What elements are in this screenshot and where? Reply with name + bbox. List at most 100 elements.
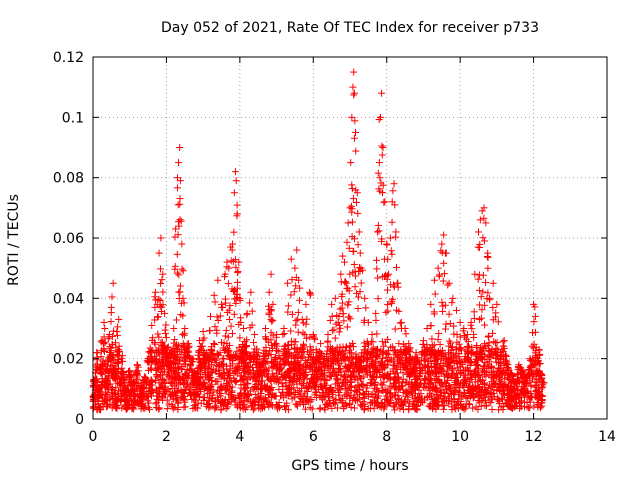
data-point <box>404 393 412 401</box>
data-point <box>151 296 159 304</box>
data-point <box>335 364 343 372</box>
data-point <box>176 282 184 290</box>
data-point <box>388 250 396 258</box>
data-point <box>468 325 476 333</box>
data-point <box>251 331 259 339</box>
data-point <box>484 289 492 297</box>
data-point <box>382 308 390 316</box>
data-point <box>340 258 348 266</box>
data-point <box>303 334 311 342</box>
data-point <box>159 288 167 296</box>
data-point <box>223 263 231 271</box>
data-point <box>284 302 292 310</box>
data-point <box>342 278 350 286</box>
data-point <box>435 271 443 279</box>
data-point <box>230 310 238 318</box>
data-point <box>348 218 356 226</box>
data-point <box>481 321 489 329</box>
data-point <box>484 264 492 272</box>
data-point <box>233 201 241 209</box>
data-point <box>207 360 215 368</box>
data-point <box>448 299 456 307</box>
data-point <box>348 185 356 193</box>
data-point <box>376 174 384 182</box>
data-point <box>162 334 170 342</box>
data-point <box>484 333 492 341</box>
data-point <box>356 288 364 296</box>
data-point <box>317 340 325 348</box>
data-point <box>326 317 334 325</box>
data-point <box>293 246 301 254</box>
data-point <box>445 354 453 362</box>
data-point <box>290 288 298 296</box>
data-point <box>488 406 496 414</box>
data-point <box>115 342 123 350</box>
data-point <box>452 306 460 314</box>
data-point <box>378 386 386 394</box>
data-point <box>481 396 489 404</box>
data-point <box>155 249 163 257</box>
data-point <box>267 270 275 278</box>
data-point <box>291 264 299 272</box>
data-point <box>179 294 187 302</box>
data-point <box>374 274 382 282</box>
data-point <box>354 304 362 312</box>
data-point <box>352 198 360 206</box>
data-point <box>372 309 380 317</box>
data-point <box>382 271 390 279</box>
data-point <box>380 198 388 206</box>
data-point <box>388 218 396 226</box>
data-point <box>267 315 275 323</box>
data-point <box>338 299 346 307</box>
data-point <box>226 315 234 323</box>
data-point <box>493 338 501 346</box>
data-point <box>372 316 380 324</box>
x-tick-label: 8 <box>382 429 391 445</box>
data-point <box>294 328 302 336</box>
data-point <box>384 255 392 263</box>
data-point <box>175 271 183 279</box>
data-point <box>154 313 162 321</box>
data-point <box>348 181 356 189</box>
data-point <box>374 221 382 229</box>
data-point <box>373 265 381 273</box>
data-point <box>350 261 358 269</box>
data-point <box>157 279 165 287</box>
data-point <box>157 234 165 242</box>
data-point <box>395 340 403 348</box>
data-point <box>178 265 186 273</box>
data-point <box>268 317 276 325</box>
data-point <box>431 290 439 298</box>
data-point <box>211 298 219 306</box>
data-point <box>489 279 497 287</box>
data-point <box>118 364 126 372</box>
data-point <box>387 247 395 255</box>
data-point <box>345 313 353 321</box>
data-point <box>449 294 457 302</box>
data-point <box>181 325 189 332</box>
data-point <box>107 318 115 326</box>
y-tick-label: 0.08 <box>53 171 84 187</box>
data-point <box>477 314 485 322</box>
data-point <box>107 309 115 317</box>
data-point <box>108 293 116 301</box>
data-point <box>211 323 219 331</box>
data-point <box>350 89 358 97</box>
data-point <box>294 308 302 316</box>
data-point <box>152 400 160 408</box>
data-point <box>173 250 181 258</box>
data-point <box>440 259 448 267</box>
data-point <box>109 279 117 287</box>
data-point <box>470 330 478 338</box>
data-point <box>172 316 180 324</box>
data-point <box>342 344 350 352</box>
data-point <box>269 300 277 308</box>
data-point <box>225 264 233 272</box>
data-point <box>175 159 183 167</box>
data-point <box>374 228 382 236</box>
data-point <box>228 246 236 254</box>
data-point <box>279 383 287 391</box>
data-point <box>441 325 449 333</box>
data-point <box>343 323 351 331</box>
